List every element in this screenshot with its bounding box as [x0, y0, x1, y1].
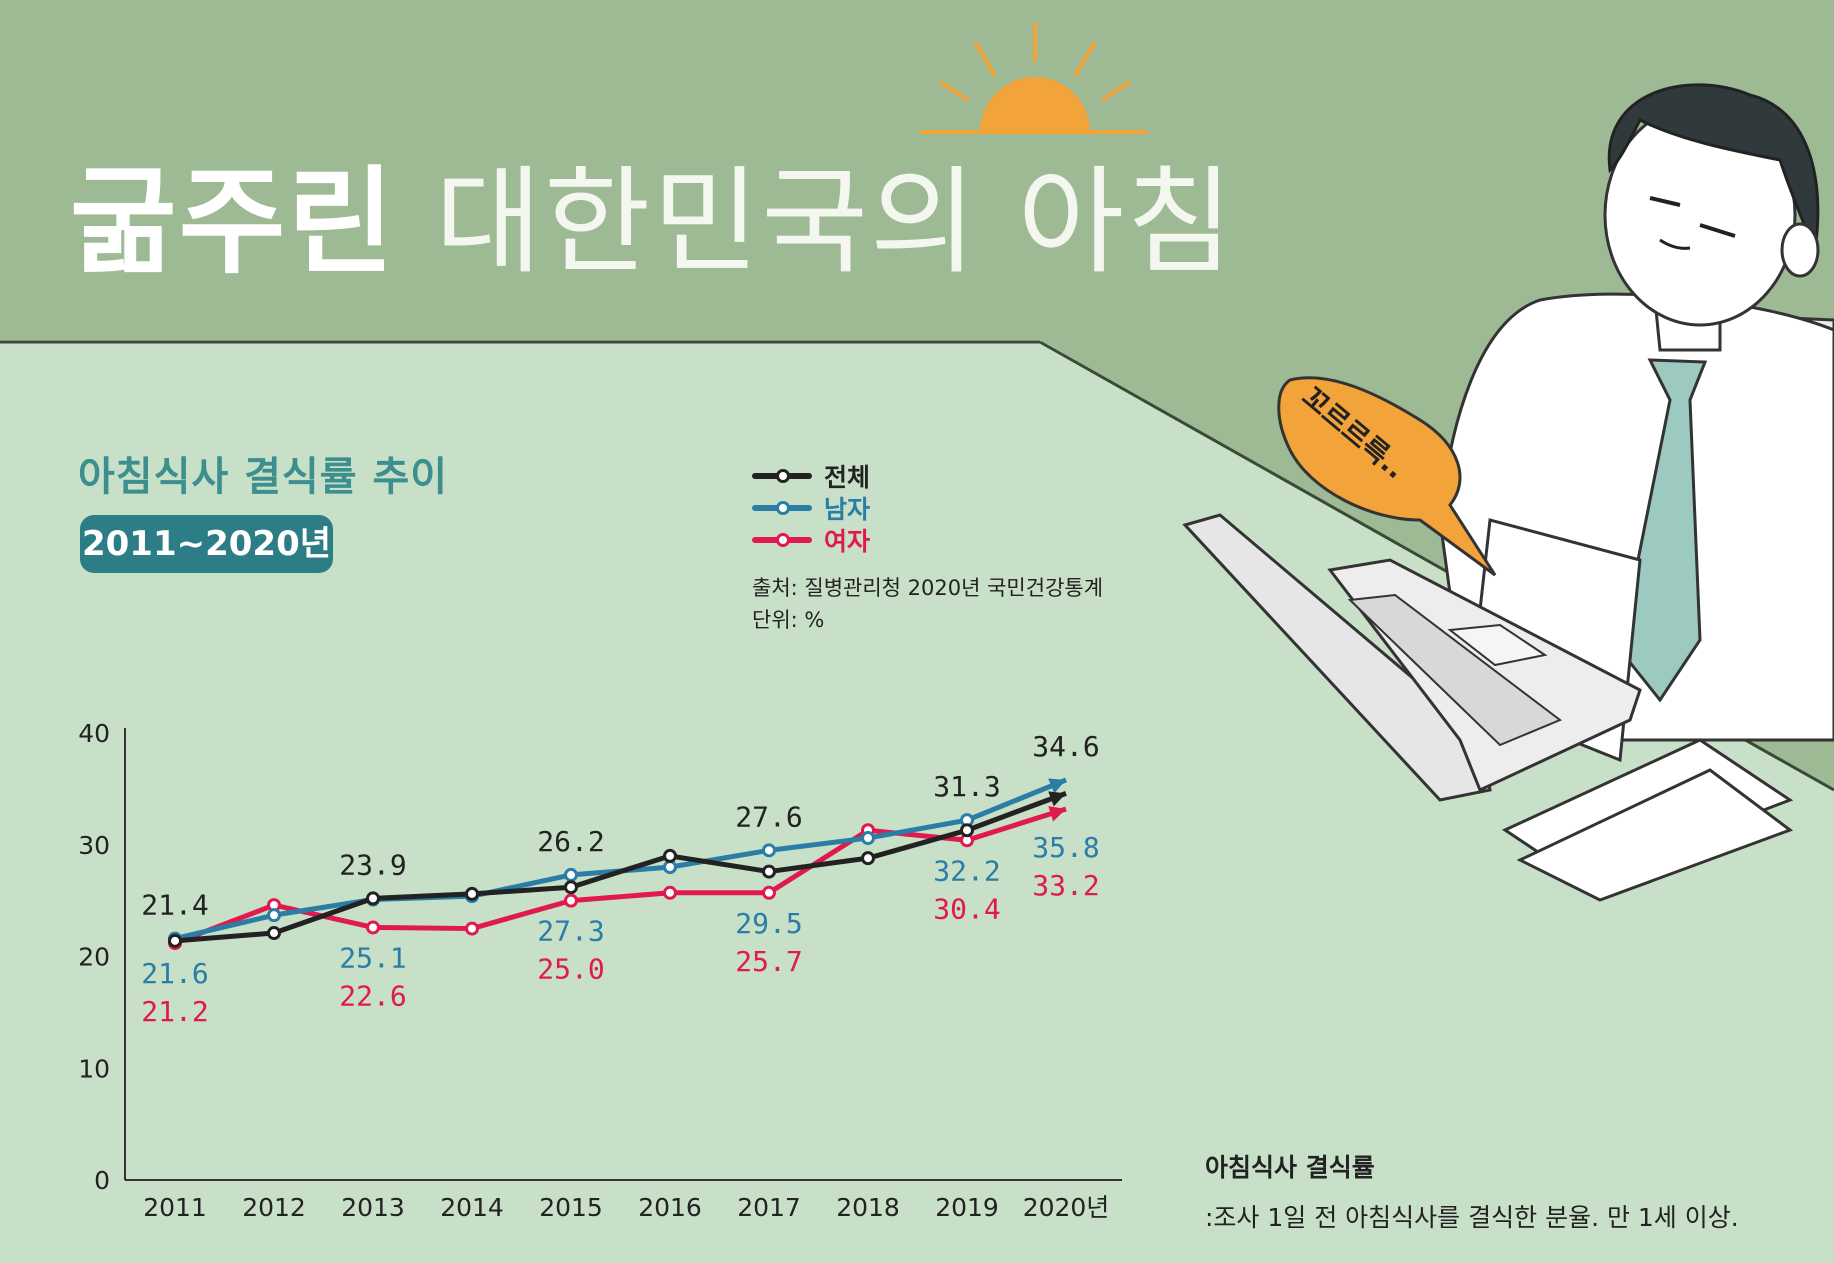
legend-item-total: 전체	[752, 460, 870, 492]
data-point	[465, 921, 479, 936]
source-label: 출처: 질병관리청 2020년 국민건강통계	[752, 576, 1104, 600]
data-label: 25.7	[735, 945, 802, 978]
laptop-illustration	[1182, 513, 1642, 802]
legend-line-female	[752, 533, 812, 547]
legend-label-total: 전체	[824, 463, 871, 492]
office-worker-illustration	[1438, 83, 1834, 763]
x-tick-label: 2019	[935, 1193, 999, 1222]
page-title: 굶주린 대한민국의 아침	[70, 128, 1235, 296]
data-point	[366, 891, 380, 906]
sun-icon	[920, 22, 1148, 134]
data-label: 35.8	[1032, 831, 1099, 864]
data-point	[762, 885, 776, 900]
data-point	[267, 908, 281, 923]
data-point	[366, 920, 380, 935]
data-point	[960, 823, 974, 838]
x-tick-label: 2012	[242, 1193, 306, 1222]
data-label: 21.4	[141, 889, 208, 922]
data-label: 31.3	[933, 770, 1000, 803]
note-text: :조사 1일 전 아침식사를 결식한 분율. 만 1세 이상.	[1205, 1203, 1739, 1232]
legend-item-male: 남자	[752, 492, 870, 524]
y-tick-label: 20	[78, 943, 110, 972]
data-label: 27.3	[537, 915, 604, 948]
data-point	[663, 860, 677, 875]
x-tick-label: 2020년	[1023, 1193, 1110, 1222]
series-arrowhead	[1048, 778, 1066, 794]
data-label: 21.2	[141, 995, 208, 1028]
chart-title: 아침식사 결식률 추이	[78, 454, 449, 500]
data-label: 27.6	[735, 800, 802, 833]
data-point	[663, 848, 677, 863]
data-label: 23.9	[339, 848, 406, 881]
data-label: 25.1	[339, 941, 406, 974]
header-band	[0, 0, 1834, 790]
x-tick-label: 2015	[539, 1193, 603, 1222]
series-arrowhead	[1048, 806, 1066, 822]
data-point	[564, 880, 578, 895]
title-bold: 굶주린	[70, 155, 397, 290]
data-point	[465, 886, 479, 901]
data-label: 30.4	[933, 892, 1000, 925]
papers-illustration	[1501, 738, 1794, 902]
x-tick-label: 2014	[440, 1193, 504, 1222]
source-block: 출처: 질병관리청 2020년 국민건강통계 단위: %	[752, 572, 1103, 636]
data-point	[663, 885, 677, 900]
data-label: 21.6	[141, 957, 208, 990]
x-tick-label: 2011	[143, 1193, 207, 1222]
data-point	[861, 851, 875, 866]
x-tick-label: 2016	[638, 1193, 702, 1222]
data-label: 33.2	[1032, 869, 1099, 902]
data-point	[267, 926, 281, 941]
unit-label: 단위: %	[752, 608, 825, 632]
y-tick-label: 0	[94, 1166, 110, 1195]
data-point	[564, 893, 578, 908]
data-point	[762, 864, 776, 879]
data-label: 25.0	[537, 953, 604, 986]
series-line	[174, 791, 1067, 944]
data-label: 22.6	[339, 979, 406, 1012]
y-tick-label: 10	[78, 1054, 110, 1083]
data-point	[762, 843, 776, 858]
chart-legend: 전체 남자 여자	[752, 460, 870, 556]
data-label: 29.5	[735, 907, 802, 940]
legend-line-male	[752, 501, 812, 515]
data-label: 32.2	[933, 854, 1000, 887]
period-badge: 2011~2020년	[80, 515, 333, 573]
definition-note: 아침식사 결식률 :조사 1일 전 아침식사를 결식한 분율. 만 1세 이상.	[1205, 1148, 1739, 1234]
data-label: 34.6	[1032, 730, 1099, 763]
x-tick-label: 2018	[836, 1193, 900, 1222]
data-point	[168, 933, 182, 948]
data-label: 26.2	[537, 825, 604, 858]
series-arrowhead	[1048, 791, 1066, 807]
y-tick-label: 30	[78, 831, 110, 860]
legend-label-female: 여자	[824, 527, 871, 556]
legend-item-female: 여자	[752, 524, 870, 556]
note-title: 아침식사 결식률	[1205, 1153, 1375, 1182]
x-tick-label: 2017	[737, 1193, 801, 1222]
title-light: 대한민국의 아침	[435, 155, 1235, 290]
data-point	[564, 867, 578, 882]
data-point	[861, 831, 875, 846]
x-tick-label: 2013	[341, 1193, 405, 1222]
legend-line-total	[752, 469, 812, 483]
y-tick-label: 40	[78, 719, 110, 748]
legend-label-male: 남자	[824, 495, 871, 524]
